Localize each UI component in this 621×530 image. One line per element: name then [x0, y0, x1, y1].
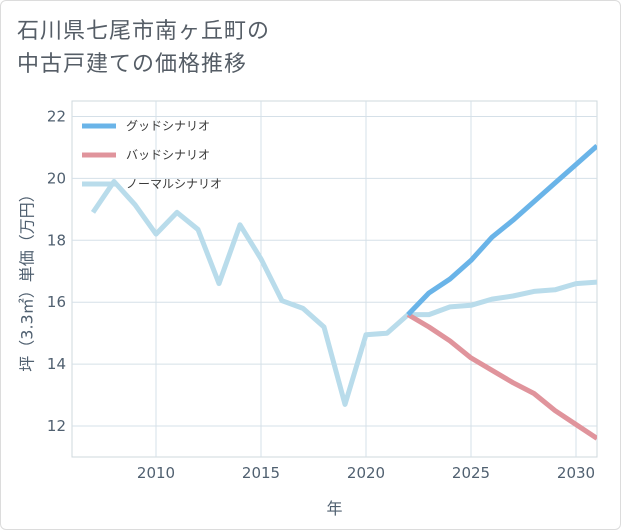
y-tick-label-20: 20: [47, 169, 66, 187]
y-tick-label-22: 22: [47, 107, 66, 125]
y-tick-label-14: 14: [47, 355, 66, 373]
grid-lines: [72, 101, 597, 457]
x-axis-label: 年: [326, 499, 342, 518]
x-tick-label-2025: 2025: [452, 464, 490, 482]
x-tick-label-2020: 2020: [347, 464, 385, 482]
y-axis-label: 坪（3.3㎡）単価（万円）: [18, 186, 37, 371]
x-tick-label-2010: 2010: [137, 464, 175, 482]
y-tick-label-18: 18: [47, 231, 66, 249]
legend-label-1: バッドシナリオ: [126, 148, 210, 162]
legend-label-2: ノーマルシナリオ: [126, 177, 222, 191]
y-axis-ticks: 12 14 16 18 20 22: [47, 107, 66, 435]
series-line-2: [90, 179, 597, 407]
plot-area: [71, 100, 598, 458]
series-line-1: [406, 312, 597, 441]
legend-label-0: グッドシナリオ: [126, 119, 210, 133]
y-tick-label-12: 12: [47, 417, 66, 435]
chart-title: 石川県七尾市南ヶ丘町の 中古戸建ての価格推移: [17, 15, 270, 81]
chart-title-line-2: 中古戸建ての価格推移: [17, 52, 248, 77]
chart-title-line-1: 石川県七尾市南ヶ丘町の: [17, 19, 271, 44]
x-axis-ticks: 2010 2015 2020 2025 2030: [137, 464, 595, 482]
x-tick-label-2015: 2015: [242, 464, 280, 482]
series-line-0: [406, 144, 597, 317]
y-tick-label-16: 16: [47, 293, 66, 311]
series-lines: [90, 144, 597, 441]
x-tick-label-2030: 2030: [557, 464, 595, 482]
